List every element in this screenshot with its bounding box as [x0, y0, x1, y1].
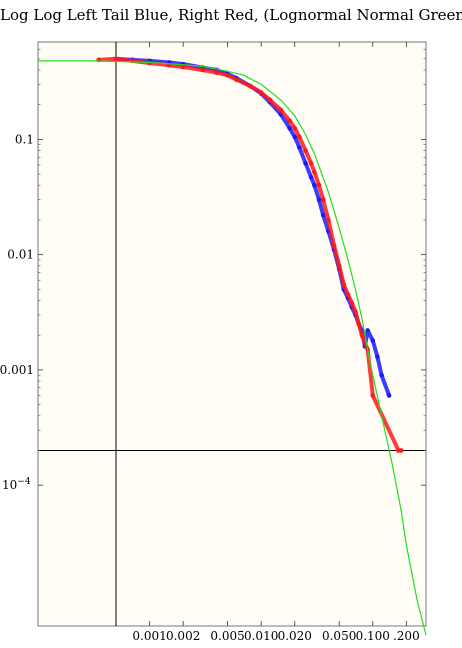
series-point-0	[287, 125, 292, 131]
series-point-1	[234, 77, 239, 82]
x-tick-label: 0.010	[244, 629, 278, 643]
series-point-1	[349, 300, 355, 306]
series-point-0	[320, 212, 326, 218]
series-point-0	[386, 393, 392, 398]
series-point-1	[312, 169, 317, 175]
x-tick-label: 0.005	[210, 629, 244, 643]
x-tick-label: 0.002	[166, 629, 200, 643]
x-tick-label: 0.050	[322, 629, 356, 643]
series-point-1	[267, 97, 273, 103]
y-tick-label: 10−4	[2, 477, 31, 492]
series-point-1	[316, 182, 322, 188]
series-point-1	[398, 448, 404, 453]
series-point-0	[365, 328, 370, 333]
series-point-1	[297, 134, 302, 140]
series-point-0	[316, 197, 322, 202]
series-point-1	[331, 243, 337, 248]
y-tick-label: 0.01	[7, 248, 34, 262]
series-layer	[38, 56, 427, 636]
axis-layer: 0.001 0.002 0.005 0.010 0.020 0.050 0.100.2000…	[0, 42, 426, 643]
chart-title: Log Log Left Tail Blue, Right Red, (Logn…	[0, 6, 462, 24]
series-point-1	[356, 321, 362, 327]
reference-lines	[38, 42, 426, 626]
series-point-1	[258, 90, 264, 95]
series-point-1	[225, 72, 230, 78]
x-tick-label: 0.100	[356, 629, 390, 643]
series-point-1	[200, 67, 206, 73]
series-point-1	[214, 70, 220, 75]
series-point-0	[379, 372, 384, 378]
y-tick-exponent: −4	[17, 477, 31, 487]
y-tick-label: 0.001	[0, 363, 34, 377]
series-point-1	[370, 393, 376, 398]
series-point-1	[320, 197, 326, 202]
series-point-1	[303, 148, 308, 153]
series-point-1	[287, 118, 292, 124]
series-point-1	[359, 332, 365, 338]
series-point-1	[292, 125, 298, 131]
series-point-1	[326, 217, 331, 223]
series-point-1	[278, 107, 284, 113]
series-point-1	[336, 263, 342, 269]
x-tick-label: 0.020	[278, 629, 312, 643]
series-point-1	[308, 161, 314, 166]
series-point-0	[308, 174, 314, 180]
series-point-1	[248, 83, 253, 89]
series-point-0	[375, 354, 380, 360]
series-point-0	[292, 134, 298, 140]
series-point-0	[303, 161, 308, 166]
series-point-1	[113, 56, 119, 62]
series-point-1	[353, 309, 358, 314]
series-point-1	[180, 64, 186, 70]
series-line-2	[38, 60, 427, 636]
x-tick-label: .200	[393, 629, 420, 643]
x-tick-label: 0.001	[132, 629, 166, 643]
series-point-1	[341, 282, 347, 287]
series-point-0	[297, 145, 302, 150]
series-point-1	[345, 292, 351, 297]
series-point-0	[370, 338, 376, 343]
series-point-0	[312, 182, 317, 188]
y-tick-label: 0.1	[15, 132, 34, 146]
